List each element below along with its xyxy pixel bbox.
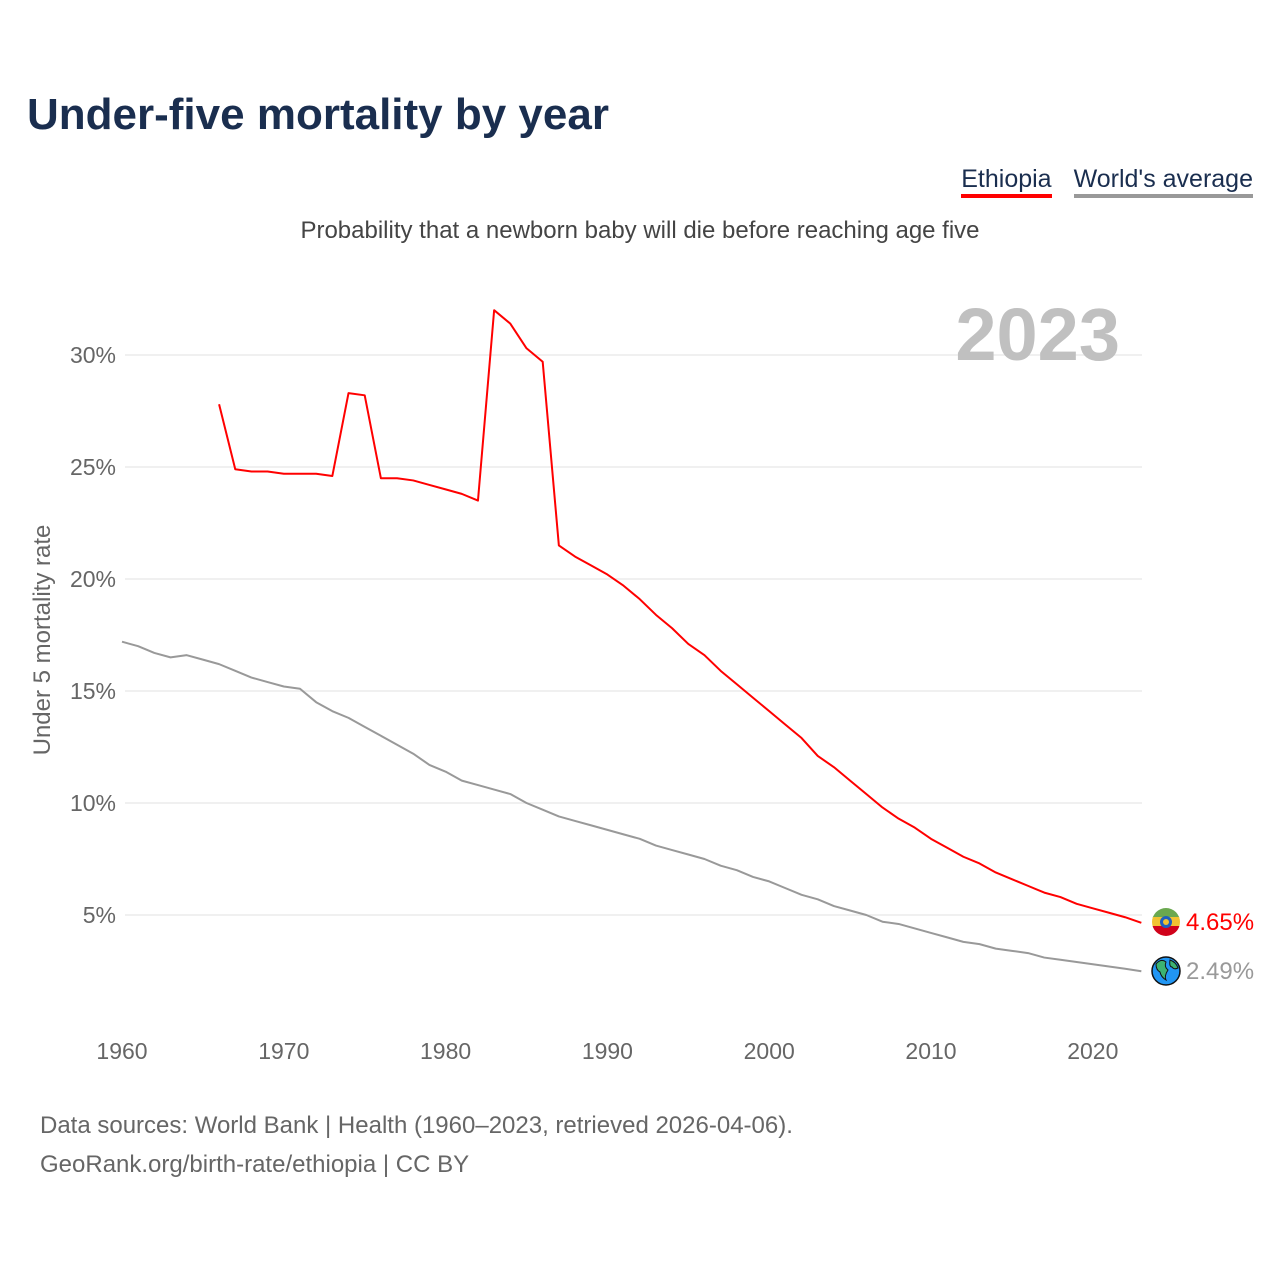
x-tick-label: 2020: [1067, 1038, 1118, 1064]
y-axis-label: Under 5 mortality rate: [29, 525, 56, 756]
source-link[interactable]: GeoRank.org/birth-rate/ethiopia | CC BY: [40, 1151, 470, 1178]
y-tick-label: 30%: [70, 342, 116, 368]
legend-item-ethiopia[interactable]: Ethiopia: [961, 165, 1052, 198]
y-tick-label: 10%: [70, 790, 116, 816]
y-tick-label: 25%: [70, 454, 116, 480]
world-end-label: 2.49%: [1186, 958, 1254, 985]
x-tick-label: 1980: [420, 1038, 471, 1064]
data-source: Data sources: World Bank | Health (1960–…: [40, 1112, 793, 1139]
y-tick-label: 15%: [70, 678, 116, 704]
legend: Ethiopia World's average: [961, 165, 1253, 198]
legend-item-world[interactable]: World's average: [1073, 165, 1253, 198]
x-tick-label: 1970: [258, 1038, 309, 1064]
ethiopia-flag-icon: [1152, 908, 1180, 936]
x-tick-label: 1960: [96, 1038, 147, 1064]
chart-subtitle: Probability that a newborn baby will die…: [300, 217, 980, 244]
y-tick-label: 5%: [83, 902, 116, 928]
x-tick-label: 2010: [905, 1038, 956, 1064]
y-tick-label: 20%: [70, 566, 116, 592]
world-average-line: [121, 640, 1142, 973]
globe-icon: [1151, 956, 1181, 986]
footer: Data sources: World Bank | Health (1960–…: [40, 1106, 793, 1184]
chart-title: Under-five mortality by year: [27, 90, 609, 139]
x-tick-label: 1990: [582, 1038, 633, 1064]
ethiopia-line: [218, 309, 1142, 924]
year-label: 2023: [955, 293, 1120, 376]
ethiopia-end-label: 4.65%: [1186, 909, 1254, 936]
x-tick-label: 2000: [744, 1038, 795, 1064]
